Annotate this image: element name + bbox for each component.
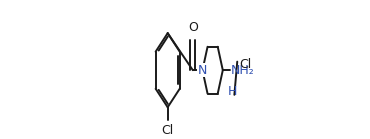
Text: NH₂: NH₂ — [231, 64, 255, 77]
Text: N: N — [198, 64, 207, 77]
Text: H: H — [228, 85, 237, 98]
Text: Cl: Cl — [162, 124, 174, 137]
Text: Cl: Cl — [239, 58, 251, 71]
Text: O: O — [188, 21, 198, 34]
